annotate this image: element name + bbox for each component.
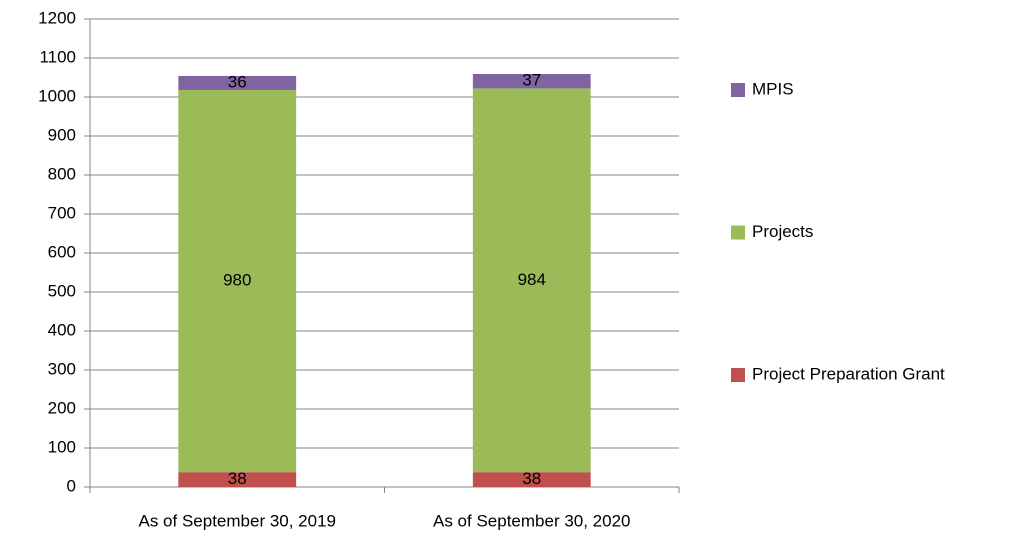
y-tick-label: 0 xyxy=(67,476,76,495)
legend-label: Project Preparation Grant xyxy=(752,364,945,383)
y-tick-label: 600 xyxy=(48,242,76,261)
y-tick-label: 1200 xyxy=(38,8,76,27)
legend-marker xyxy=(731,83,745,97)
data-label: 38 xyxy=(228,469,247,488)
y-tick-label: 1100 xyxy=(39,47,76,66)
y-tick-label: 400 xyxy=(48,320,76,339)
y-tick-label: 300 xyxy=(48,359,76,378)
x-tick-label: As of September 30, 2019 xyxy=(138,511,336,530)
legend-marker xyxy=(731,368,745,382)
bar-segment xyxy=(178,75,297,90)
legend-label: Projects xyxy=(752,222,813,241)
data-label: 980 xyxy=(223,271,251,290)
legend-label: MPIS xyxy=(752,79,794,98)
bar-segment xyxy=(178,89,297,473)
bar-segment xyxy=(472,472,591,487)
y-tick-label: 700 xyxy=(48,203,76,222)
y-tick-label: 100 xyxy=(48,437,76,456)
y-tick-label: 200 xyxy=(48,398,76,417)
y-tick-label: 900 xyxy=(48,125,76,144)
bar-segment xyxy=(472,88,591,473)
data-label: 38 xyxy=(522,469,541,488)
data-label: 984 xyxy=(518,270,546,289)
data-label: 37 xyxy=(522,71,541,90)
x-tick-label: As of September 30, 2020 xyxy=(433,511,631,530)
y-tick-label: 800 xyxy=(48,164,76,183)
bar-segment xyxy=(178,472,297,487)
legend-marker xyxy=(731,225,745,240)
y-tick-label: 1000 xyxy=(38,86,76,105)
y-tick-label: 500 xyxy=(48,281,76,300)
data-label: 36 xyxy=(228,72,247,91)
bar-segment xyxy=(472,73,591,89)
